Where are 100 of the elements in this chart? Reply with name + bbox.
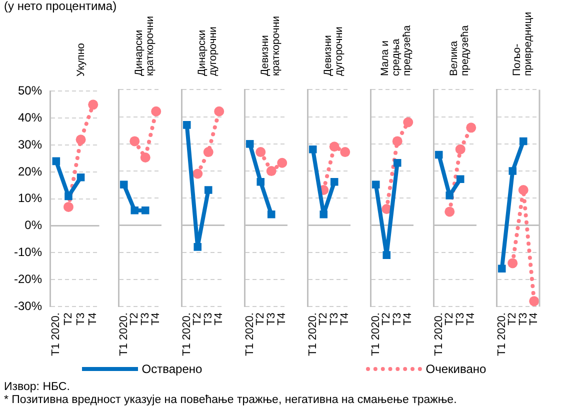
point (518, 185, 528, 196)
point (456, 175, 464, 184)
chart-title: Мала и средња предузећа (379, 24, 413, 76)
point (382, 251, 391, 259)
y-tick-label: 50% (18, 84, 42, 98)
legend-label: Очекивано (426, 362, 486, 376)
x-tick-label: T2 (192, 312, 204, 326)
x-tick-label: T4 (339, 312, 352, 326)
point (444, 206, 455, 217)
x-tick-label: T1 2020. (180, 312, 193, 356)
point (392, 136, 402, 146)
x-tick-label: T2 (254, 312, 267, 326)
x-tick-label: T4 (402, 312, 414, 326)
point (76, 134, 86, 145)
point (63, 202, 74, 212)
text: Извор: НБС. (4, 381, 71, 394)
point (320, 210, 328, 218)
x-tick-label: T4 (213, 312, 226, 326)
point (529, 296, 540, 306)
point (140, 152, 150, 162)
point (519, 137, 528, 146)
y-tick-label: -30% (14, 298, 42, 313)
point (256, 178, 265, 186)
x-tick-label: T1 2020. (50, 312, 62, 356)
x-tick-label: T1 2020. (432, 312, 445, 356)
x-tick-label: T2 (380, 312, 393, 326)
point (508, 167, 517, 175)
point (120, 180, 128, 188)
point (182, 121, 191, 129)
y-tick-label: 20% (18, 164, 42, 178)
x-tick-label: T3 (391, 312, 404, 326)
point (141, 206, 150, 214)
chart-title: Динарски краткорочни (132, 16, 156, 76)
chart-title: Динарски дугорочни (196, 26, 218, 76)
point (308, 145, 317, 154)
point (64, 192, 72, 200)
y-tick-label: 0% (24, 218, 42, 232)
point (393, 159, 402, 167)
x-tick-label: T3 (328, 312, 340, 326)
y-tick-label: 40% (18, 110, 42, 124)
x-tick-label: T4 (87, 312, 100, 326)
x-tick-label: T4 (465, 312, 478, 326)
x-tick-label: T3 (74, 312, 87, 326)
y-tick-label: 10% (18, 191, 42, 206)
x-tick-label: T2 (444, 312, 456, 326)
point (246, 140, 254, 148)
x-tick-label: T1 2020. (306, 312, 319, 356)
y-tick-label: -10% (14, 245, 42, 260)
y-tick-label: -20% (14, 272, 42, 286)
x-tick-label: T4 (528, 312, 540, 326)
point (340, 147, 350, 158)
x-tick-label: T1 2020. (370, 312, 382, 356)
x-tick-label: T3 (202, 312, 214, 326)
point (204, 186, 212, 194)
point (466, 122, 476, 133)
point (192, 168, 203, 179)
x-tick-label: T4 (150, 312, 162, 326)
x-tick-label: T3 (265, 312, 278, 326)
point (267, 210, 276, 218)
x-tick-label: T2 (128, 312, 141, 326)
point (455, 144, 466, 154)
y-axis-title: (у нето процентима) (4, 0, 117, 13)
y-tick-label: 30% (18, 137, 42, 152)
chart-title: Девизни дугорочни (322, 26, 344, 76)
point (214, 106, 224, 116)
point (88, 100, 98, 110)
point (446, 192, 454, 200)
x-tick-label: T1 2020. (244, 312, 256, 356)
point (151, 106, 162, 116)
point (52, 157, 60, 166)
point (277, 158, 288, 168)
point (76, 173, 85, 182)
x-tick-label: T2 (318, 312, 330, 326)
x-tick-label: T2 (62, 312, 75, 326)
x-tick-label: T4 (276, 312, 288, 326)
x-tick-label: T1 2020. (118, 312, 130, 356)
legend-label: Остварено (142, 362, 202, 376)
point (203, 147, 214, 158)
x-tick-label: T1 2020. (496, 312, 508, 356)
point (434, 150, 443, 159)
chart-title: Девизни краткорочни (258, 16, 282, 76)
point (256, 147, 266, 158)
point (330, 178, 338, 186)
point (266, 166, 276, 176)
point (508, 258, 518, 268)
x-tick-label: T3 (139, 312, 152, 326)
chart-title: Пољо-привредници (510, 12, 534, 76)
x-tick-label: T2 (506, 312, 519, 326)
point (329, 142, 340, 152)
point (372, 180, 380, 188)
x-tick-label: T3 (517, 312, 530, 326)
point (130, 136, 140, 146)
chart-title: Укупно (75, 42, 87, 76)
text: * Позитивна вредност указује на повећање тражње, негативна на смањење тражње. (4, 394, 457, 407)
point (403, 117, 414, 128)
point (194, 243, 202, 251)
point (130, 206, 139, 214)
chart-title: Велика предузећа (448, 24, 470, 76)
point (498, 264, 506, 273)
x-tick-label: T3 (454, 312, 466, 326)
